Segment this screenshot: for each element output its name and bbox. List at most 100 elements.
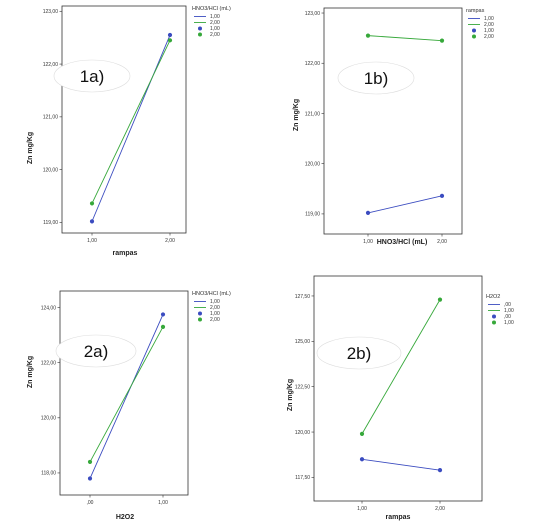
panel-label-oval xyxy=(316,336,402,370)
panel-label: 1b) xyxy=(364,69,389,88)
x-tick-label: 1,00 xyxy=(87,238,97,244)
y-tick-label: 123,00 xyxy=(43,9,59,15)
y-tick-label: 122,50 xyxy=(295,384,311,390)
y-axis-title: Zn mg/Kg xyxy=(27,356,34,388)
x-tick-label: ,00 xyxy=(87,500,94,506)
legend-marker-swatch xyxy=(198,311,202,316)
x-tick-label: 1,00 xyxy=(158,500,168,506)
legend-entry-label: ,00 xyxy=(504,314,511,320)
series-line-1 xyxy=(367,195,443,214)
y-tick-label: 117,50 xyxy=(295,475,310,481)
y-axis-title: Zn mg/Kg xyxy=(27,132,34,164)
data-point xyxy=(439,193,445,198)
legend-title: rampas xyxy=(466,8,485,14)
y-tick-label: 125,00 xyxy=(295,339,311,345)
x-axis-title: rampas xyxy=(113,250,138,257)
y-tick-label: 119,00 xyxy=(43,220,58,226)
series-line-1 xyxy=(89,314,164,479)
y-tick-label: 120,00 xyxy=(295,430,311,436)
x-tick-label: 2,00 xyxy=(165,238,175,244)
y-axis-title: Zn mg/Kg xyxy=(287,379,294,411)
legend-entry-label: 1,00 xyxy=(484,16,494,22)
series-line-2 xyxy=(361,299,441,435)
x-axis-title: rampas xyxy=(386,514,411,521)
data-point xyxy=(87,459,93,465)
legend-entry-label: 1,00 xyxy=(210,26,220,32)
legend-marker-swatch xyxy=(492,320,496,325)
data-point xyxy=(359,431,365,436)
legend-title: HNO3/HCl (mL) xyxy=(192,6,231,12)
y-tick-label: 121,00 xyxy=(305,111,321,117)
legend-entry-label: 1,00 xyxy=(210,311,220,317)
data-point xyxy=(160,312,166,317)
legend-entry-label: 1,00 xyxy=(484,28,494,34)
data-point xyxy=(439,38,445,43)
panel-label-oval xyxy=(53,59,131,93)
data-point xyxy=(167,38,173,43)
y-tick-label: 120,00 xyxy=(43,167,59,173)
y-tick-label: 119,00 xyxy=(305,212,320,218)
series-line-2 xyxy=(367,35,443,42)
data-point xyxy=(89,219,95,224)
plot-frame xyxy=(61,5,187,234)
panel-label: 1a) xyxy=(80,67,105,86)
panel-label-oval xyxy=(55,334,137,368)
legend-entry-label: 1,00 xyxy=(504,320,514,326)
y-tick-label: 124,00 xyxy=(41,305,57,311)
legend-title: H2O2 xyxy=(486,294,500,300)
y-axis-title: Zn mg/Kg xyxy=(293,99,300,131)
legend-entry-label: 2,00 xyxy=(210,317,220,323)
y-tick-label: 118,00 xyxy=(41,471,56,477)
legend-entry-label: 1,00 xyxy=(210,14,220,20)
legend-marker-swatch xyxy=(198,32,202,37)
x-tick-label: 1,00 xyxy=(363,239,373,245)
x-axis-title: HNO3/HCl (mL) xyxy=(377,239,428,246)
y-tick-label: 122,00 xyxy=(41,360,57,366)
y-tick-label: 121,00 xyxy=(43,115,59,121)
legend-entry-label: 2,00 xyxy=(484,22,494,28)
data-point xyxy=(87,476,93,481)
series-line-2 xyxy=(91,40,171,204)
y-tick-label: 122,00 xyxy=(305,61,321,67)
y-tick-label: 123,00 xyxy=(305,11,321,17)
legend-marker-swatch xyxy=(472,28,476,33)
legend-entry-label: 1,00 xyxy=(210,299,220,305)
panel-label-oval xyxy=(337,61,415,95)
legend-entry-label: 2,00 xyxy=(484,34,494,40)
data-point xyxy=(437,297,443,302)
y-tick-label: 120,00 xyxy=(305,161,321,167)
chart-2b: 2b) 117,50 120,00 122,50 125,00 127,50 1,00 2,0… xyxy=(287,275,514,521)
data-point xyxy=(160,324,166,329)
legend-entry-label: 2,00 xyxy=(210,305,220,311)
plot-frame xyxy=(313,275,483,502)
data-point xyxy=(437,468,443,473)
x-tick-label: 2,00 xyxy=(435,506,445,512)
x-axis-title: H2O2 xyxy=(116,514,134,521)
data-point xyxy=(365,210,371,216)
legend-marker-swatch xyxy=(472,34,476,39)
series-line-2 xyxy=(89,326,164,463)
series-line-1 xyxy=(91,34,171,222)
chart-2a: 2a) 118,00 120,00 122,00 124,00 ,00 1,00 H2O2 Zn… xyxy=(27,290,231,521)
x-tick-label: 1,00 xyxy=(357,506,367,512)
y-tick-label: 120,00 xyxy=(41,416,57,422)
legend-title: HNO3/HCl (mL) xyxy=(192,291,231,297)
legend-entry-label: 1,00 xyxy=(504,308,514,314)
y-tick-label: 122,00 xyxy=(43,62,59,68)
data-point xyxy=(167,32,173,38)
legend-marker-swatch xyxy=(198,317,202,322)
panel-label: 2b) xyxy=(347,344,372,363)
legend-entry-label: 2,00 xyxy=(210,20,220,26)
y-tick-label: 127,50 xyxy=(295,294,311,300)
series-line-1 xyxy=(361,458,441,471)
legend-marker-swatch xyxy=(492,314,496,319)
data-point xyxy=(89,201,95,206)
panel-label: 2a) xyxy=(84,342,109,361)
data-point xyxy=(365,33,371,38)
x-tick-label: 2,00 xyxy=(437,239,447,245)
legend-entry-label: 2,00 xyxy=(210,32,220,38)
legend-marker-swatch xyxy=(198,26,202,31)
